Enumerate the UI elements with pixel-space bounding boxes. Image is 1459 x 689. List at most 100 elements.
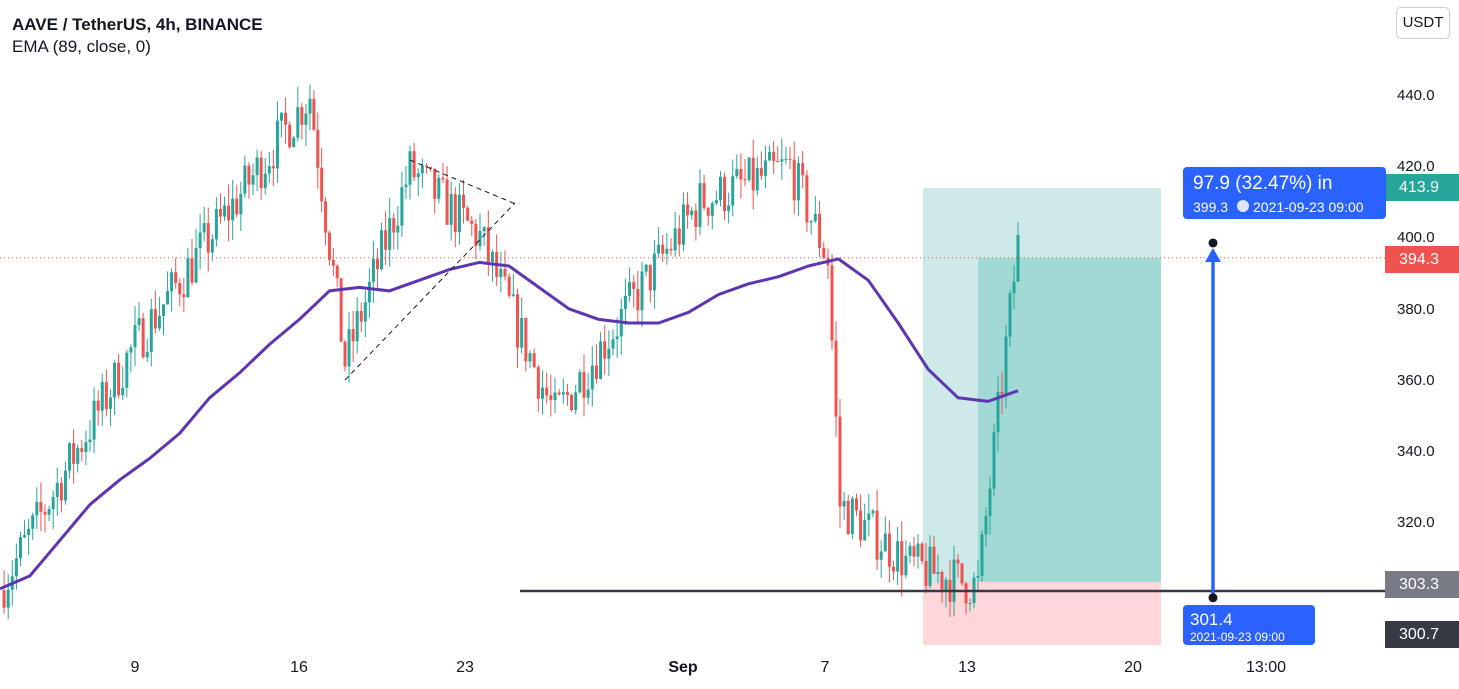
ema-line[interactable] (0, 257, 1019, 591)
triangle-lower-line[interactable] (344, 202, 516, 381)
candle-down[interactable] (516, 294, 519, 348)
candle-up[interactable] (590, 365, 594, 390)
candle-up[interactable] (541, 387, 544, 399)
candle-up[interactable] (976, 575, 980, 578)
candle-up[interactable] (186, 258, 190, 298)
candle-down[interactable] (932, 546, 936, 574)
candle-up[interactable] (1004, 336, 1008, 395)
candle-down[interactable] (2, 590, 6, 608)
candle-down[interactable] (838, 416, 842, 507)
candle-up[interactable] (784, 158, 788, 160)
candle-down[interactable] (486, 227, 490, 262)
candle-up[interactable] (355, 311, 359, 342)
candle-up[interactable] (904, 555, 908, 576)
candle-down[interactable] (335, 265, 339, 279)
candle-up[interactable] (363, 302, 367, 322)
candle-down[interactable] (339, 278, 343, 342)
candle-up[interactable] (478, 231, 482, 246)
candle-up[interactable] (280, 112, 284, 121)
candle-up[interactable] (599, 341, 603, 379)
candle-up[interactable] (698, 183, 702, 228)
candle-up[interactable] (578, 372, 582, 393)
candle-up[interactable] (988, 488, 992, 516)
candle-up[interactable] (996, 392, 1000, 433)
candle-down[interactable] (924, 561, 928, 587)
candle-up[interactable] (18, 537, 22, 559)
triangle-upper-line[interactable] (409, 159, 519, 206)
candle-up[interactable] (6, 589, 10, 608)
candle-down[interactable] (822, 247, 826, 258)
candle-up[interactable] (644, 264, 648, 272)
candle-down[interactable] (830, 265, 834, 341)
candle-up[interactable] (1008, 293, 1012, 337)
candle-up[interactable] (896, 541, 900, 572)
candle-up[interactable] (944, 579, 948, 590)
candle-up[interactable] (51, 496, 55, 510)
candle-up[interactable] (198, 232, 202, 249)
candle-up[interactable] (194, 248, 198, 283)
candle-up[interactable] (92, 400, 96, 440)
candle-down[interactable] (507, 276, 511, 296)
candle-up[interactable] (388, 218, 392, 250)
candle-down[interactable] (271, 166, 275, 169)
candle-down[interactable] (284, 112, 288, 125)
stop-zone[interactable] (923, 581, 1161, 645)
candle-down[interactable] (300, 107, 304, 125)
candle-up[interactable] (55, 483, 59, 497)
candle-up[interactable] (63, 470, 67, 501)
candle-up[interactable] (640, 271, 644, 311)
candle-up[interactable] (867, 513, 871, 520)
candle-up[interactable] (936, 571, 940, 574)
candle-down[interactable] (920, 543, 924, 562)
candle-up[interactable] (928, 546, 932, 587)
candle-up[interactable] (408, 151, 412, 185)
candle-up[interactable] (88, 439, 92, 443)
candle-up[interactable] (239, 193, 243, 215)
candle-up[interactable] (992, 432, 996, 489)
candle-down[interactable] (743, 179, 747, 181)
candle-up[interactable] (520, 318, 524, 348)
candle-down[interactable] (759, 168, 763, 176)
candle-down[interactable] (470, 220, 474, 224)
candle-up[interactable] (681, 204, 685, 245)
candle-up[interactable] (292, 137, 296, 148)
candle-up[interactable] (275, 120, 279, 169)
candle-up[interactable] (710, 203, 714, 216)
candle-up[interactable] (371, 258, 375, 282)
candle-down[interactable] (453, 194, 457, 233)
candle-up[interactable] (100, 382, 104, 411)
candle-up[interactable] (214, 209, 218, 240)
candle-up[interactable] (607, 348, 611, 359)
candle-up[interactable] (755, 168, 759, 191)
candle-down[interactable] (141, 318, 145, 358)
candle-up[interactable] (170, 272, 174, 292)
candle-up[interactable] (76, 447, 80, 464)
candle-up[interactable] (727, 205, 731, 212)
candle-down[interactable] (316, 129, 320, 168)
candle-down[interactable] (706, 207, 710, 216)
candle-down[interactable] (376, 258, 379, 270)
candle-up[interactable] (145, 351, 149, 358)
candle-down[interactable] (846, 500, 850, 535)
candle-up[interactable] (842, 500, 846, 507)
candle-up[interactable] (673, 228, 677, 251)
currency-unit-button[interactable]: USDT (1396, 7, 1450, 39)
candle-down[interactable] (788, 158, 792, 160)
candle-down[interactable] (549, 395, 553, 401)
candle-down[interactable] (445, 179, 449, 225)
candle-down[interactable] (854, 498, 858, 511)
candle-up[interactable] (223, 205, 227, 217)
candle-down[interactable] (956, 559, 960, 564)
candle-up[interactable] (400, 187, 404, 226)
candle-down[interactable] (834, 340, 838, 417)
candle-down[interactable] (206, 223, 210, 253)
candle-up[interactable] (31, 515, 35, 529)
candle-up[interactable] (267, 166, 271, 174)
candle-down[interactable] (433, 168, 437, 199)
candle-up[interactable] (482, 227, 486, 232)
candle-up[interactable] (437, 177, 441, 199)
candle-up[interactable] (367, 281, 371, 303)
candle-up[interactable] (491, 251, 494, 262)
measure-bottom-tooltip[interactable]: 301.4 2021-09-23 09:00 (1183, 605, 1315, 645)
